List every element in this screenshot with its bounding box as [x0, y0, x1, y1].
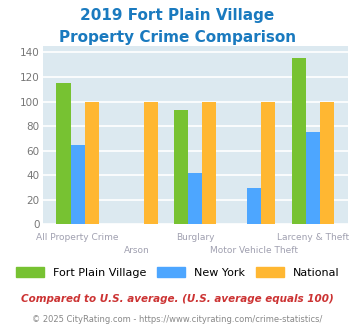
Bar [306, 132, 320, 224]
Text: Compared to U.S. average. (U.S. average equals 100): Compared to U.S. average. (U.S. average … [21, 294, 334, 304]
Text: All Property Crime: All Property Crime [37, 233, 119, 242]
Text: © 2025 CityRating.com - https://www.cityrating.com/crime-statistics/: © 2025 CityRating.com - https://www.city… [32, 315, 323, 324]
Text: Property Crime Comparison: Property Crime Comparison [59, 30, 296, 45]
Bar [320, 102, 334, 224]
Text: Motor Vehicle Theft: Motor Vehicle Theft [210, 246, 298, 255]
Legend: Fort Plain Village, New York, National: Fort Plain Village, New York, National [11, 263, 344, 282]
Text: 2019 Fort Plain Village: 2019 Fort Plain Village [80, 8, 275, 23]
Bar [71, 145, 85, 224]
Bar [188, 173, 202, 224]
Bar [247, 187, 261, 224]
Text: Larceny & Theft: Larceny & Theft [277, 233, 349, 242]
Bar [85, 102, 99, 224]
Bar [202, 102, 217, 224]
Bar [56, 83, 71, 224]
Bar [143, 102, 158, 224]
Bar [261, 102, 275, 224]
Text: Arson: Arson [124, 246, 149, 255]
Text: Burglary: Burglary [176, 233, 214, 242]
Bar [292, 58, 306, 224]
Bar [174, 110, 188, 224]
